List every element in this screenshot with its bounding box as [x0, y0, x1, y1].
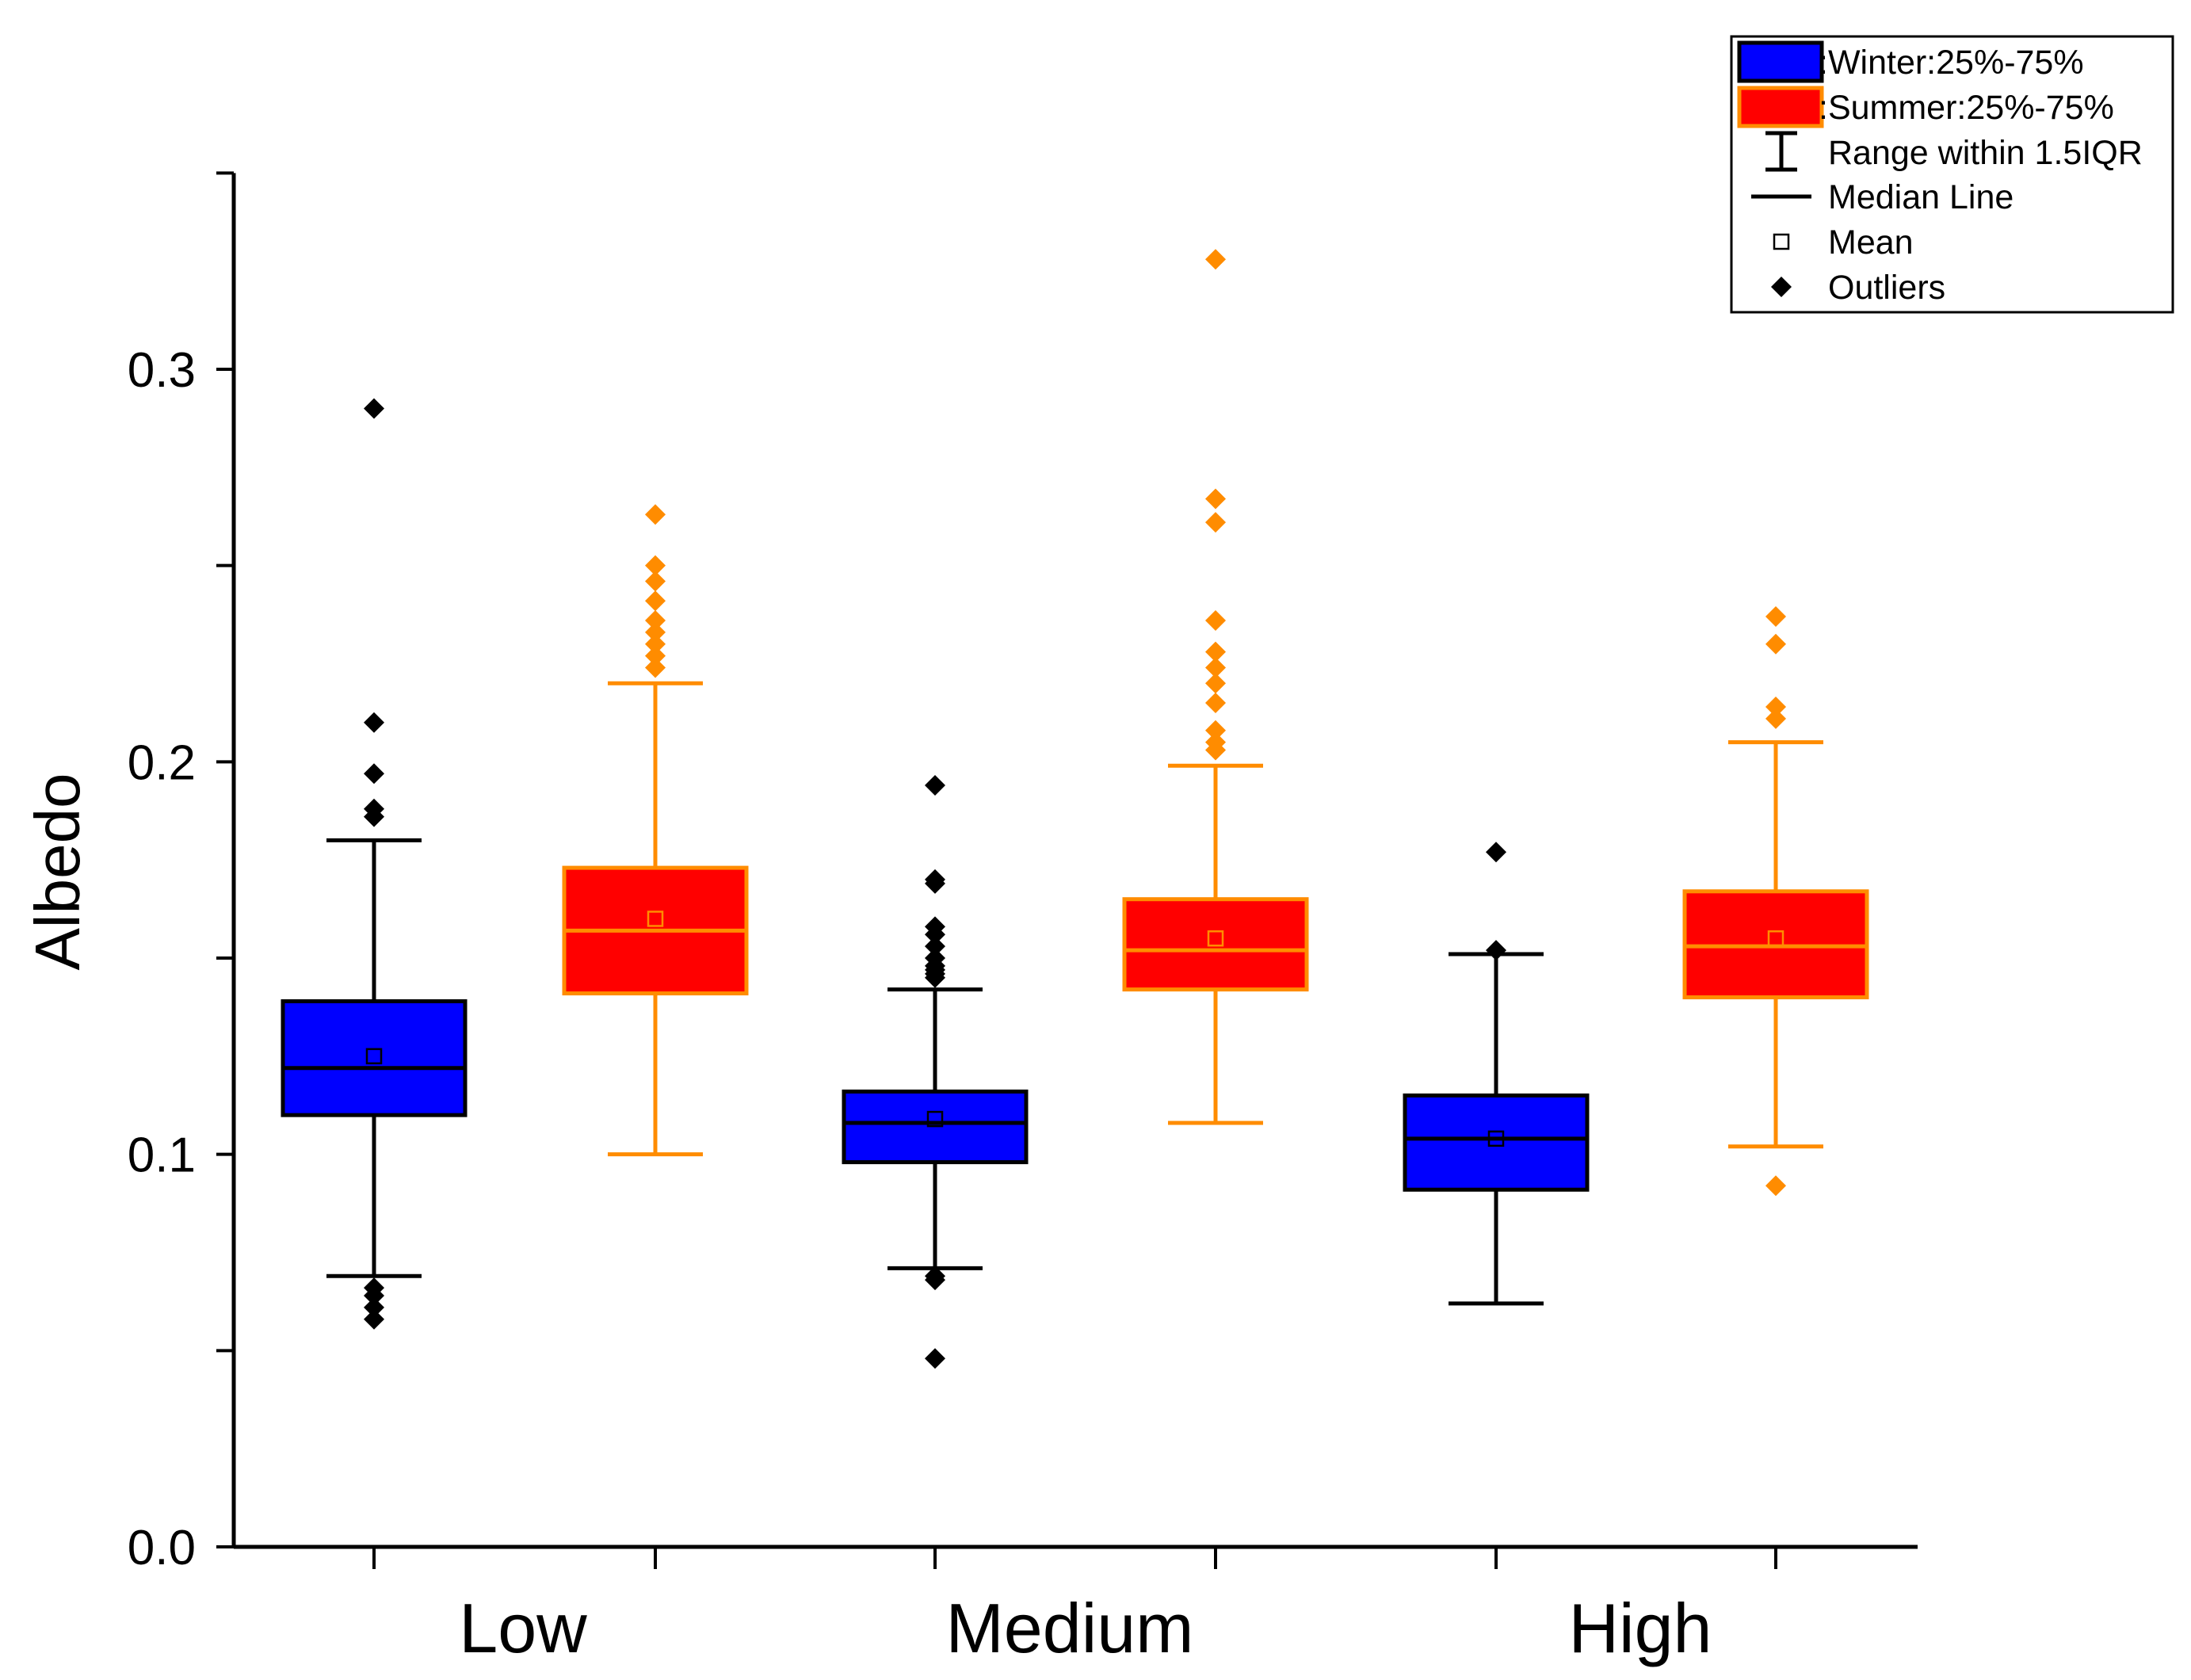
- y-axis-label: Albedo: [22, 773, 93, 970]
- outlier-point: [645, 610, 666, 632]
- outlier-point: [1205, 720, 1226, 741]
- outlier-point: [1486, 940, 1506, 961]
- iqr-box: [1122, 897, 1309, 992]
- box-summer-low: [562, 504, 749, 1157]
- outlier-point: [1205, 641, 1226, 662]
- outlier-point: [1486, 842, 1506, 863]
- outlier-point: [925, 924, 945, 945]
- legend-item-median: Median Line: [1751, 178, 2014, 216]
- outlier-point: [364, 712, 384, 733]
- outlier-point: [645, 633, 666, 655]
- y-tick-label: 0.3: [128, 343, 196, 398]
- outlier-point: [1205, 488, 1226, 510]
- legend-item-winter: :Winter:25%-75%: [1737, 40, 2084, 83]
- mean-marker: [1207, 930, 1224, 947]
- legend: :Winter:25%-75% :Summer:25%-75% Range with…: [1730, 35, 2174, 314]
- legend-swatch: [1737, 40, 1824, 83]
- legend-label: :Summer:25%-75%: [1819, 89, 2114, 127]
- outlier-point: [645, 555, 666, 576]
- mean-marker: [365, 1048, 383, 1065]
- outlier-point: [1205, 610, 1226, 632]
- box-winter-low: [281, 398, 468, 1330]
- legend-item-mean: Mean: [1773, 223, 1914, 262]
- outlier-point: [1765, 633, 1786, 655]
- mean-marker: [1487, 1130, 1505, 1147]
- outlier-point: [925, 967, 945, 988]
- outlier-point: [1765, 1175, 1786, 1197]
- mean-marker: [926, 1110, 944, 1128]
- outlier-point: [645, 657, 666, 678]
- legend-item-outliers: Outliers: [1771, 269, 1945, 307]
- y-tick-label: 0.2: [128, 735, 196, 790]
- outlier-point: [1765, 696, 1786, 717]
- outlier-point: [645, 571, 666, 592]
- legend-swatch: [1737, 86, 1824, 128]
- y-tick-label: 0.1: [128, 1128, 196, 1183]
- legend-label: Outliers: [1828, 269, 1945, 307]
- legend-label: Median Line: [1828, 178, 2014, 216]
- outlier-point: [1205, 249, 1226, 270]
- x-category-label: Low: [459, 1589, 587, 1667]
- legend-item-summer: :Summer:25%-75%: [1737, 86, 2114, 128]
- outlier-point: [645, 504, 666, 525]
- x-category-label: High: [1569, 1589, 1712, 1667]
- mean-marker: [1767, 930, 1784, 947]
- box-summer-high: [1682, 606, 1869, 1197]
- legend-outlier-symbol: [1771, 277, 1792, 297]
- box-winter-high: [1403, 842, 1590, 1306]
- outlier-point: [1205, 512, 1226, 533]
- legend-item-range: Range within 1.5IQR: [1765, 131, 2143, 172]
- iqr-box: [1403, 1093, 1590, 1192]
- plot-area: [281, 249, 1869, 1369]
- axes: 0.0 0.1 0.2 0.3 Low Medium High: [128, 171, 1918, 1667]
- outlier-point: [1205, 673, 1226, 694]
- outlier-point: [645, 590, 666, 612]
- legend-label: Mean: [1828, 223, 1914, 262]
- outlier-point: [925, 775, 945, 796]
- outlier-point: [645, 645, 666, 666]
- outlier-point: [1205, 657, 1226, 678]
- box-winter-medium: [842, 775, 1029, 1369]
- outlier-point: [1765, 708, 1786, 729]
- mean-marker: [647, 911, 664, 927]
- outlier-point: [364, 398, 384, 419]
- outlier-point: [1205, 739, 1226, 761]
- outlier-point: [1205, 693, 1226, 714]
- outlier-point: [364, 1308, 384, 1330]
- iqr-box: [281, 998, 468, 1117]
- outlier-point: [925, 1348, 945, 1369]
- y-tick-label: 0.0: [128, 1521, 196, 1575]
- outlier-point: [925, 872, 945, 894]
- outlier-point: [1765, 606, 1786, 628]
- outlier-point: [364, 806, 384, 827]
- outlier-point: [364, 1296, 384, 1318]
- outlier-point: [364, 1285, 384, 1306]
- outlier-point: [364, 763, 384, 785]
- outlier-point: [645, 621, 666, 643]
- x-category-label: Medium: [946, 1589, 1194, 1667]
- legend-label: Range within 1.5IQR: [1828, 134, 2143, 172]
- box-summer-medium: [1122, 249, 1309, 1125]
- outlier-point: [925, 936, 945, 957]
- legend-label: :Winter:25%-75%: [1819, 44, 2084, 82]
- outlier-point: [925, 1270, 945, 1291]
- legend-mean-symbol: [1773, 233, 1790, 250]
